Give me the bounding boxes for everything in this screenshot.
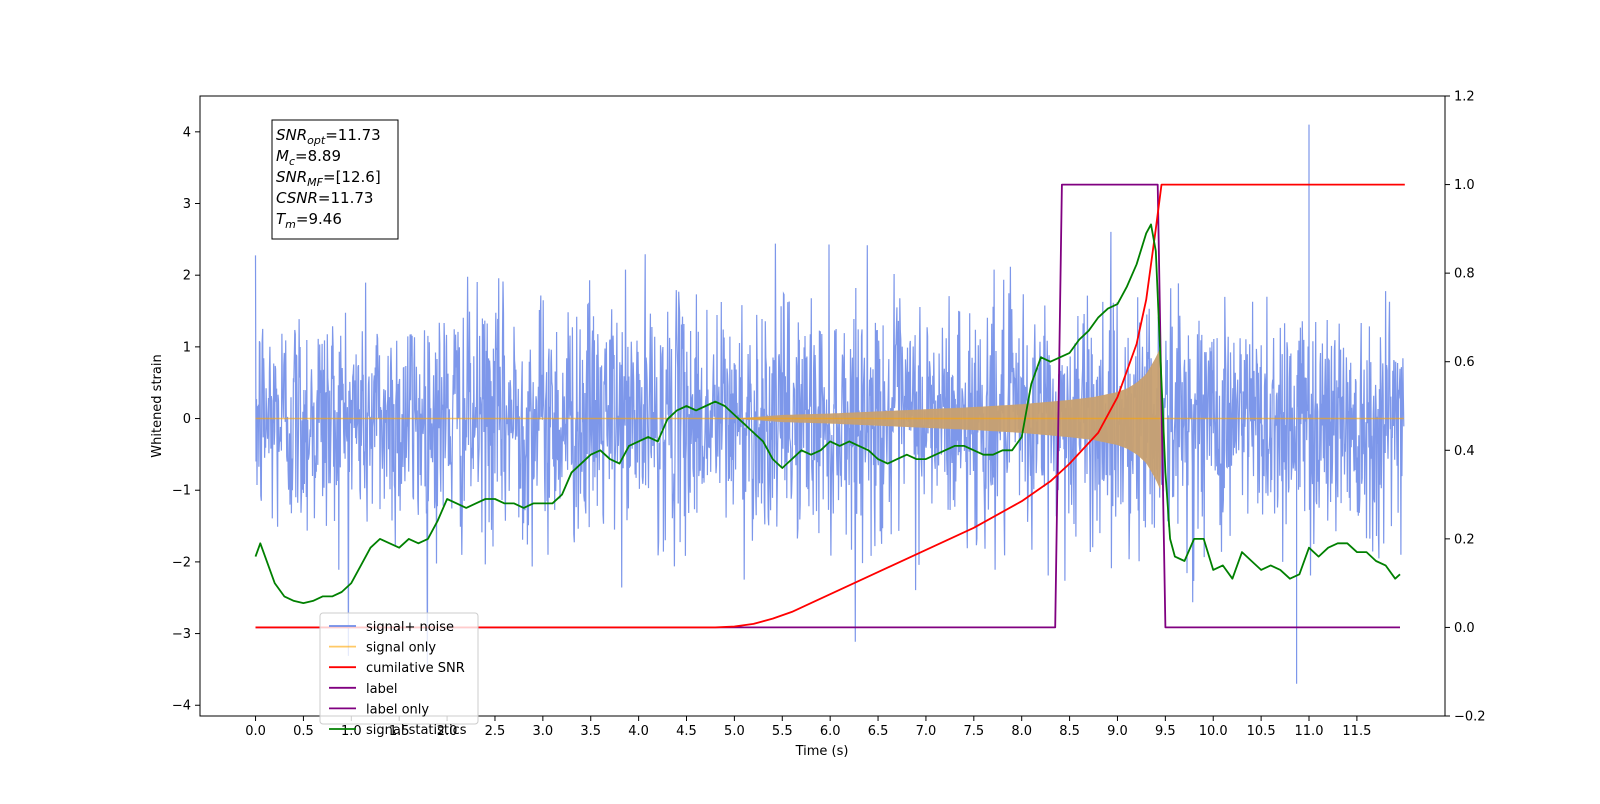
- series-signal-statistics-line: [254, 223, 1401, 604]
- x-tick-label: 7.0: [916, 724, 937, 739]
- x-tick-label: 4.5: [676, 724, 697, 739]
- x-tick-label: 5.0: [724, 724, 745, 739]
- y-tick-label: −1: [172, 484, 191, 499]
- series-label-line: [255, 183, 1400, 629]
- x-tick-label: 8.5: [1059, 724, 1080, 739]
- legend-label: label only: [366, 702, 429, 717]
- y-tick-label: 1: [183, 340, 191, 355]
- y2-tick-label: 0.6: [1454, 355, 1475, 370]
- y-tick-label: 4: [183, 125, 191, 140]
- plot-frame: [199, 95, 1446, 717]
- y2-tick-label: 1.2: [1454, 90, 1475, 105]
- x-tick-label: 3.5: [580, 724, 601, 739]
- legend-label: signal+ noise: [366, 620, 454, 635]
- y-axis-label: Whitened strain: [150, 354, 165, 457]
- y2-tick-label: 0.8: [1454, 267, 1475, 282]
- legend-label: signal statistics: [366, 723, 467, 738]
- series-signal-noise-line: [254, 124, 1405, 684]
- y2-tick-label: 0.0: [1454, 621, 1475, 636]
- x-tick-label: 4.0: [628, 724, 649, 739]
- info-line: SNRopt=11.73: [276, 126, 381, 147]
- x-tick-label: 3.0: [533, 724, 554, 739]
- y2-tick-label: 0.2: [1454, 532, 1475, 547]
- x-tick-label: 9.0: [1107, 724, 1128, 739]
- x-tick-label: 0.0: [245, 724, 266, 739]
- x-tick-label: 0.5: [293, 724, 314, 739]
- x-tick-label: 1.5: [389, 724, 410, 739]
- x-tick-label: 10.0: [1199, 724, 1228, 739]
- x-tick-label: 11.5: [1342, 724, 1371, 739]
- legend-label: cumilative SNR: [366, 661, 465, 676]
- info-box: SNRopt=11.73Mc=8.89SNRMF=[12.6]CSNR=11.7…: [271, 119, 399, 240]
- series-cumilative-snr-line: [255, 183, 1405, 629]
- legend: signal+ noise signal only cumilative SNR la…: [319, 612, 479, 738]
- x-tick-label: 6.5: [868, 724, 889, 739]
- legend-frame: [319, 612, 479, 725]
- y-tick-label: 2: [183, 269, 191, 284]
- x-tick-label: 2.0: [437, 724, 458, 739]
- info-line: CSNR=11.73: [276, 189, 373, 207]
- x-tick-label: 11.0: [1295, 724, 1324, 739]
- x-tick-label: 1.0: [341, 724, 362, 739]
- y2-tick-label: −0.2: [1454, 710, 1486, 725]
- x-tick-label: 10.5: [1247, 724, 1276, 739]
- y-tick-label: 3: [183, 197, 191, 212]
- info-line: SNRMF=[12.6]: [276, 168, 381, 189]
- x-tick-label: 2.5: [485, 724, 506, 739]
- legend-label: label: [366, 682, 397, 697]
- info-line: Mc=8.89: [276, 147, 341, 168]
- info-line: Tm=9.46: [276, 210, 342, 231]
- y2-tick-label: 0.4: [1454, 444, 1475, 459]
- info-box-frame: [271, 119, 399, 240]
- y-tick-label: −2: [172, 555, 191, 570]
- x-tick-label: 6.0: [820, 724, 841, 739]
- x-tick-label: 8.0: [1011, 724, 1032, 739]
- y-tick-label: −3: [172, 627, 191, 642]
- x-tick-label: 9.5: [1155, 724, 1176, 739]
- y-tick-label: −4: [172, 699, 191, 714]
- y-tick-label: 0: [183, 412, 191, 427]
- x-axis-label: Time (s): [795, 744, 849, 759]
- legend-label: signal only: [366, 641, 436, 656]
- y2-tick-label: 1.0: [1454, 178, 1475, 193]
- x-tick-label: 7.5: [963, 724, 984, 739]
- x-tick-label: 5.5: [772, 724, 793, 739]
